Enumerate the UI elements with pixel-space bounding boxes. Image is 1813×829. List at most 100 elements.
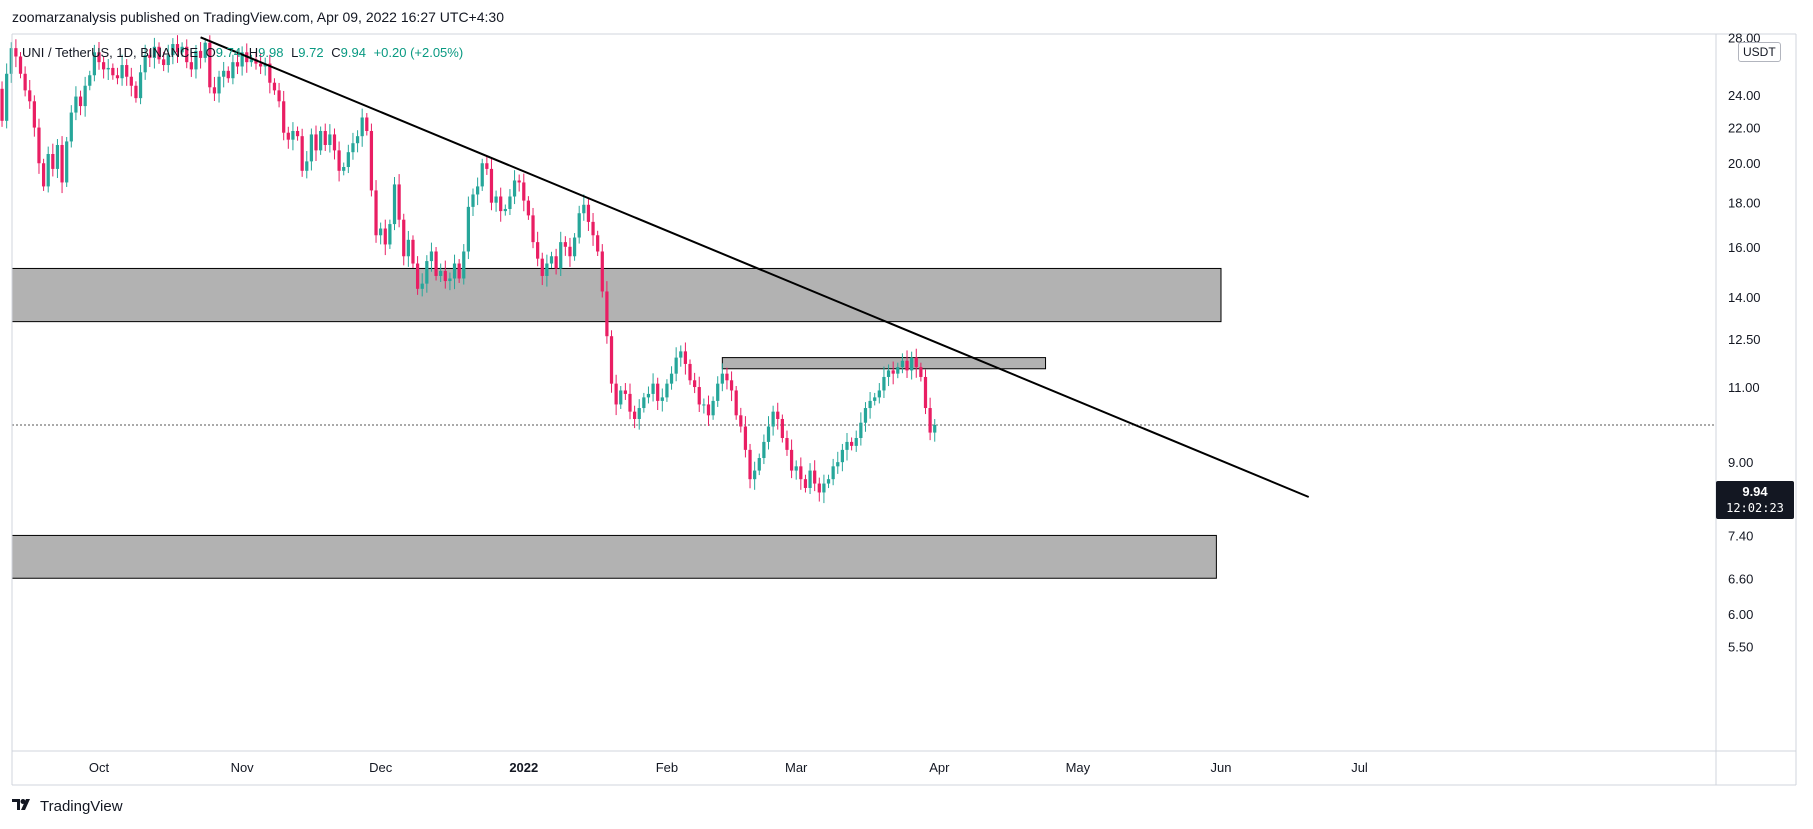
candle-body xyxy=(757,458,761,471)
candle-body xyxy=(896,367,900,374)
candle-body xyxy=(859,422,863,438)
candle-body xyxy=(572,237,577,257)
candle xyxy=(905,350,909,378)
last-price-label: 9.94 12:02:23 xyxy=(1716,481,1794,519)
candle-body xyxy=(222,70,226,77)
time-tick-label: Mar xyxy=(785,760,808,775)
price-tick-label: 24.00 xyxy=(1728,88,1761,103)
price-tick-label: 20.00 xyxy=(1728,156,1761,171)
candle xyxy=(910,351,914,380)
candle-body xyxy=(162,59,166,66)
candle-body xyxy=(374,190,378,236)
candle-body xyxy=(337,150,341,171)
candle-body xyxy=(693,380,697,388)
bar-countdown: 12:02:23 xyxy=(1726,501,1784,515)
candle-body xyxy=(282,101,286,133)
candle xyxy=(346,144,350,174)
candle xyxy=(138,64,143,105)
candle xyxy=(9,42,13,83)
candle-body xyxy=(138,72,143,99)
candle xyxy=(272,78,277,95)
candle xyxy=(369,123,374,197)
symbol-legend: UNI / TetherUS, 1D, BINANCE O9.74 H9.98 … xyxy=(22,45,463,60)
candle xyxy=(508,189,512,216)
candle-body xyxy=(102,62,106,70)
candle xyxy=(471,188,475,216)
candle xyxy=(143,44,147,80)
candle-body xyxy=(813,470,817,484)
time-tick-label: Oct xyxy=(89,760,110,775)
candle xyxy=(886,364,891,387)
candle-body xyxy=(46,154,50,187)
time-tick-label: May xyxy=(1066,760,1091,775)
candle xyxy=(420,273,424,297)
descending-trendline[interactable] xyxy=(200,36,1310,498)
candle xyxy=(351,132,355,160)
candle-body xyxy=(753,470,757,480)
candle-body xyxy=(78,96,83,107)
symbol-title[interactable]: UNI / TetherUS, 1D, BINANCE xyxy=(22,45,199,60)
candle-body xyxy=(489,168,494,203)
candle xyxy=(499,187,503,222)
candle-body xyxy=(891,370,895,374)
candle xyxy=(563,236,567,256)
candle-body xyxy=(5,73,9,121)
footer-branding[interactable]: TradingView xyxy=(12,797,123,815)
candle-body xyxy=(277,90,281,102)
candle xyxy=(688,359,692,385)
candle xyxy=(217,70,221,103)
candle-body xyxy=(642,397,646,409)
candle-body xyxy=(69,112,73,142)
candle-body xyxy=(817,483,821,493)
candle xyxy=(457,259,461,284)
candle xyxy=(845,433,849,461)
candle-body xyxy=(379,228,383,236)
candle xyxy=(226,66,230,83)
candle-body xyxy=(660,397,664,401)
candle xyxy=(826,474,831,489)
time-tick-label: 2022 xyxy=(509,760,538,775)
candle xyxy=(115,67,120,85)
candle-body xyxy=(739,415,743,427)
candle xyxy=(166,44,170,73)
candle-body xyxy=(766,426,771,442)
candle-body xyxy=(365,117,369,131)
candle-body xyxy=(388,224,392,245)
candle xyxy=(771,405,775,436)
open-key: O xyxy=(205,45,216,60)
candle-body xyxy=(836,462,840,467)
candle-body xyxy=(231,62,235,79)
candle-body xyxy=(106,67,110,70)
candle-body xyxy=(208,42,212,88)
candle xyxy=(448,272,452,291)
candle xyxy=(452,254,457,290)
candle-body xyxy=(480,163,484,187)
currency-unit-button[interactable]: USDT xyxy=(1738,42,1781,62)
candle-body xyxy=(369,130,374,191)
candle-body xyxy=(600,251,604,292)
candle xyxy=(766,416,771,450)
candle-body xyxy=(28,90,32,102)
candle-body xyxy=(826,479,831,484)
candle xyxy=(134,81,138,103)
candle-body xyxy=(799,466,803,480)
candle xyxy=(65,136,69,187)
candle-body xyxy=(882,376,886,391)
candle xyxy=(577,205,581,244)
candle xyxy=(106,59,110,81)
candle-body xyxy=(351,143,355,153)
candle-body xyxy=(65,141,69,183)
candle xyxy=(342,162,346,176)
price-tick-label: 28.00 xyxy=(1728,30,1761,45)
candle-body xyxy=(591,221,595,236)
candle-body xyxy=(41,163,46,187)
candle-body xyxy=(125,65,129,77)
candle xyxy=(337,141,341,182)
candle xyxy=(489,158,494,211)
candle-body xyxy=(226,70,230,79)
candle-body xyxy=(134,85,138,99)
candle-body xyxy=(235,62,240,67)
candle xyxy=(859,412,863,446)
candle-body xyxy=(674,357,678,374)
